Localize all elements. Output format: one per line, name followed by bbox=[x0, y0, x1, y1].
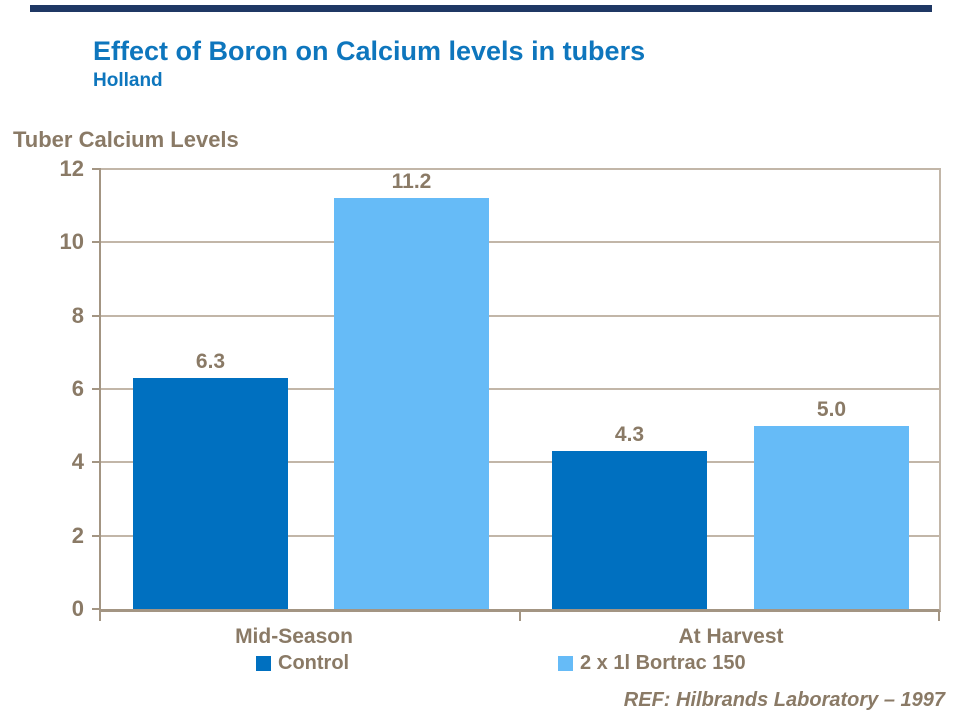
y-axis-tick-label: 10 bbox=[59, 229, 84, 255]
y-axis-tick-label: 0 bbox=[71, 596, 84, 621]
reference-text: REF: Hilbrands Laboratory – 1997 bbox=[623, 689, 945, 711]
bar-value-label: 4.3 bbox=[614, 423, 645, 446]
bar-2-x-1l-bortrac-150 bbox=[754, 426, 909, 609]
category-label: Mid-Season bbox=[235, 625, 353, 648]
category-label: At Harvest bbox=[678, 625, 784, 648]
y-axis-title: Tuber Calcium Levels bbox=[13, 127, 239, 152]
y-axis-tick-mark bbox=[92, 241, 101, 244]
legend-swatch-bortrac bbox=[558, 655, 573, 671]
gridline bbox=[101, 388, 939, 390]
bar-value-label: 11.2 bbox=[391, 170, 432, 193]
bar-2-x-1l-bortrac-150 bbox=[334, 198, 489, 609]
legend-item-control: Control bbox=[256, 652, 349, 674]
bar-control bbox=[552, 451, 707, 609]
x-axis-tick-mark bbox=[938, 612, 940, 621]
chart-subtitle: Holland bbox=[93, 70, 163, 91]
y-axis-tick-mark bbox=[92, 388, 101, 390]
top-divider-bar bbox=[30, 5, 932, 12]
y-axis-tick-label: 4 bbox=[71, 449, 84, 475]
x-axis-tick-mark bbox=[519, 612, 521, 621]
x-axis-tick-mark bbox=[99, 612, 101, 621]
y-axis-tick-mark bbox=[92, 534, 101, 537]
gridline bbox=[101, 314, 939, 317]
y-axis-tick-mark bbox=[92, 608, 101, 610]
bar-control bbox=[133, 378, 288, 609]
y-axis-tick-mark bbox=[92, 461, 101, 464]
y-axis-tick-mark bbox=[92, 168, 101, 170]
gridline bbox=[101, 241, 939, 244]
legend-swatch-control bbox=[256, 655, 271, 671]
bar-value-label: 6.3 bbox=[195, 350, 226, 373]
plot-area bbox=[99, 168, 941, 612]
gridline bbox=[101, 461, 939, 464]
legend-label-bortrac: 2 x 1l Bortrac 150 bbox=[580, 651, 746, 674]
y-axis-tick-label: 12 bbox=[59, 156, 84, 181]
chart-title: Effect of Boron on Calcium levels in tub… bbox=[93, 36, 646, 66]
legend-label-control: Control bbox=[278, 651, 350, 674]
y-axis-tick-mark bbox=[92, 314, 101, 317]
y-axis-tick-label: 8 bbox=[71, 302, 84, 328]
gridline bbox=[101, 534, 939, 537]
y-axis-tick-label: 6 bbox=[71, 376, 84, 401]
bar-value-label: 5.0 bbox=[816, 398, 847, 421]
legend-item-bortrac: 2 x 1l Bortrac 150 bbox=[558, 652, 746, 674]
y-axis-tick-label: 2 bbox=[71, 522, 84, 548]
